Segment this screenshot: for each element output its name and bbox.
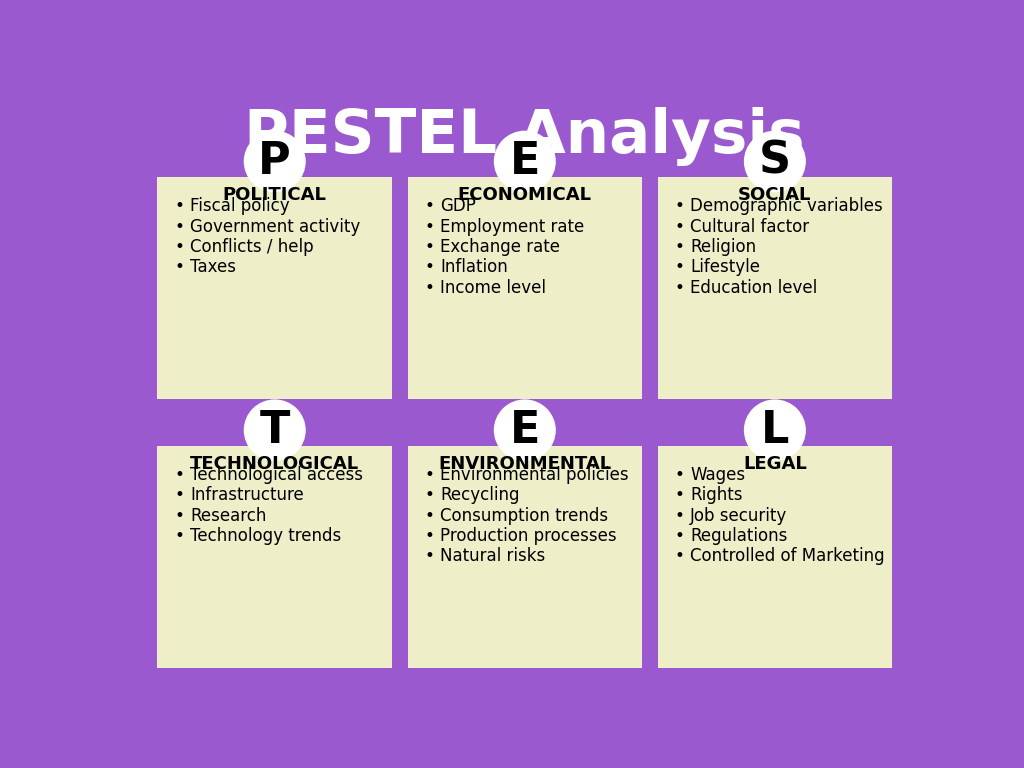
Text: •: • [675,238,684,256]
Text: E: E [510,140,540,183]
Text: L: L [761,409,790,452]
Text: •: • [174,527,184,545]
Text: Research: Research [190,507,266,525]
Text: TECHNOLOGICAL: TECHNOLOGICAL [190,455,359,473]
Text: Job security: Job security [690,507,787,525]
Circle shape [494,399,556,461]
Text: •: • [675,217,684,236]
Text: •: • [425,197,434,215]
Text: •: • [675,279,684,296]
Text: Fiscal policy: Fiscal policy [190,197,290,215]
Text: Consumption trends: Consumption trends [440,507,608,525]
FancyBboxPatch shape [657,445,892,668]
Text: •: • [675,486,684,505]
Text: SOCIAL: SOCIAL [738,186,812,204]
Text: P: P [258,140,291,183]
Text: Religion: Religion [690,238,757,256]
Text: Regulations: Regulations [690,527,787,545]
FancyBboxPatch shape [408,445,642,668]
Text: ECONOMICAL: ECONOMICAL [458,186,592,204]
Text: Demographic variables: Demographic variables [690,197,883,215]
Text: Technological access: Technological access [190,466,362,484]
FancyBboxPatch shape [158,445,392,668]
Text: Cultural factor: Cultural factor [690,217,809,236]
Text: Taxes: Taxes [190,258,236,276]
FancyBboxPatch shape [408,177,642,399]
Circle shape [494,131,556,192]
Text: •: • [425,527,434,545]
Text: Lifestyle: Lifestyle [690,258,760,276]
Circle shape [244,399,306,461]
Text: •: • [425,279,434,296]
Text: •: • [675,258,684,276]
Circle shape [743,131,806,192]
Text: Infrastructure: Infrastructure [190,486,304,505]
Text: PESTEL Analysis: PESTEL Analysis [245,108,805,167]
Circle shape [743,399,806,461]
Text: •: • [174,217,184,236]
Text: Rights: Rights [690,486,742,505]
Text: E: E [510,409,540,452]
Text: •: • [174,486,184,505]
Text: •: • [675,507,684,525]
Text: Controlled of Marketing: Controlled of Marketing [690,548,885,565]
FancyBboxPatch shape [158,177,392,399]
Text: POLITICAL: POLITICAL [223,186,327,204]
Text: S: S [759,140,791,183]
Text: Conflicts / help: Conflicts / help [190,238,313,256]
FancyBboxPatch shape [657,177,892,399]
Text: •: • [425,258,434,276]
Text: Wages: Wages [690,466,745,484]
Text: LEGAL: LEGAL [743,455,807,473]
Text: •: • [425,238,434,256]
Text: Natural risks: Natural risks [440,548,546,565]
Text: •: • [174,197,184,215]
Text: •: • [174,507,184,525]
Text: •: • [174,238,184,256]
Text: •: • [174,466,184,484]
Text: •: • [675,197,684,215]
Text: Government activity: Government activity [190,217,360,236]
Text: •: • [675,548,684,565]
Text: GDP: GDP [440,197,476,215]
Text: Inflation: Inflation [440,258,508,276]
Text: Production processes: Production processes [440,527,616,545]
Text: •: • [675,527,684,545]
Text: •: • [425,548,434,565]
Circle shape [244,131,306,192]
Text: Environmental policies: Environmental policies [440,466,629,484]
Text: Employment rate: Employment rate [440,217,585,236]
Text: •: • [425,466,434,484]
Text: Income level: Income level [440,279,546,296]
Text: Exchange rate: Exchange rate [440,238,560,256]
Text: •: • [425,486,434,505]
Text: Technology trends: Technology trends [190,527,341,545]
Text: •: • [425,507,434,525]
Text: T: T [259,409,290,452]
Text: Recycling: Recycling [440,486,519,505]
Text: •: • [425,217,434,236]
Text: Education level: Education level [690,279,817,296]
Text: •: • [174,258,184,276]
Text: •: • [675,466,684,484]
Text: ENVIRONMENTAL: ENVIRONMENTAL [438,455,611,473]
